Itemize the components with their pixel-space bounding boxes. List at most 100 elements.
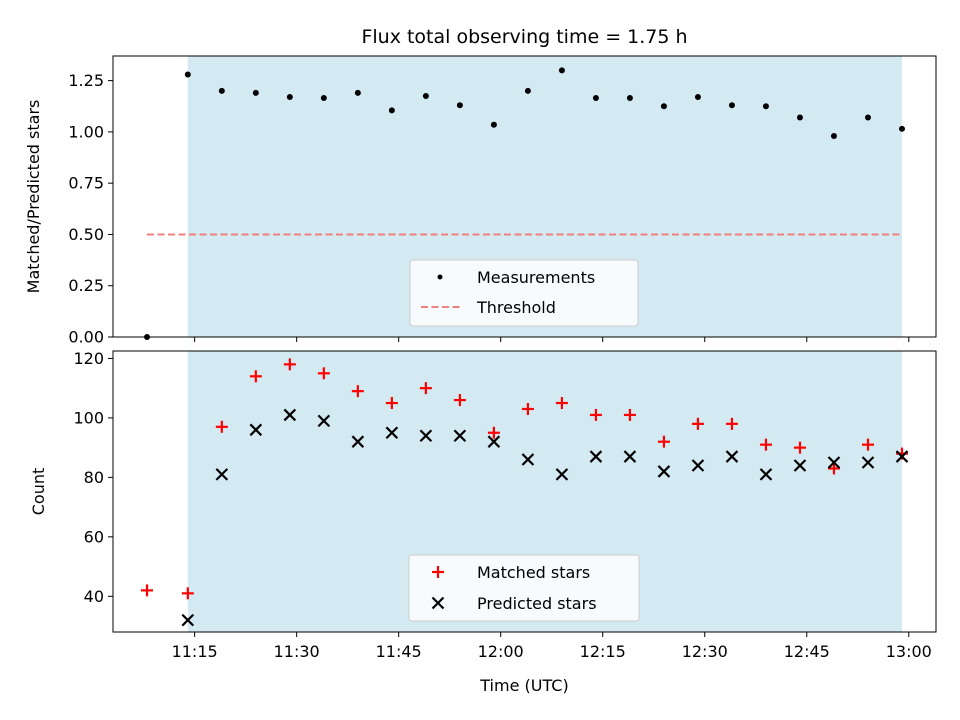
measurement-point: [388, 107, 395, 114]
matched-star-point: [725, 417, 738, 430]
legend-plus-glyph: [432, 566, 444, 578]
matched-star-point: [657, 435, 670, 448]
count-legend: Matched stars Predicted stars: [408, 554, 640, 622]
measurement-point: [490, 121, 497, 128]
predicted-star-point: [861, 456, 875, 469]
predicted-star-point: [589, 450, 603, 463]
measurement-point: [524, 87, 531, 94]
ratio-legend: Measurements Threshold: [409, 259, 639, 327]
matched-star-point: [623, 408, 636, 421]
measurement-point: [354, 89, 361, 96]
x-axis-label: Time (UTC): [479, 676, 568, 695]
x-tick-label: 11:45: [376, 642, 422, 661]
measurement-point: [218, 87, 225, 94]
ratio-legend-box: [409, 259, 639, 327]
legend-measurements-label: Measurements: [477, 268, 595, 287]
matched-star-point: [691, 417, 704, 430]
measurement-point: [286, 94, 293, 101]
matched-star-point: [759, 438, 772, 451]
x-tick-label: 12:15: [580, 642, 626, 661]
measurement-point: [456, 102, 463, 109]
predicted-star-point: [317, 414, 331, 428]
measurement-point: [728, 102, 735, 109]
x-tick-label: 13:00: [886, 642, 932, 661]
matched-star-point: [589, 408, 602, 421]
measurement-point: [898, 125, 905, 132]
measurement-point: [626, 95, 633, 102]
x-tick-label: 12:00: [478, 642, 524, 661]
measurement-point: [558, 67, 565, 74]
matched-star-point: [487, 426, 500, 439]
predicted-star-point: [351, 435, 365, 448]
matched-star-point: [249, 370, 262, 383]
measurement-point: [320, 95, 327, 102]
matched-star-point: [351, 385, 364, 398]
matched-star-point: [385, 397, 398, 410]
matched-star-point: [141, 584, 154, 597]
measurement-point: [694, 94, 701, 101]
matched-star-point: [861, 438, 874, 451]
count-y-axis-label: Count: [29, 468, 48, 516]
predicted-star-point: [827, 456, 841, 469]
measurement-point: [762, 103, 769, 110]
x-tick-label: 11:30: [274, 642, 320, 661]
matched-star-point: [555, 397, 568, 410]
predicted-star-point: [793, 459, 807, 472]
predicted-star-point: [487, 435, 501, 448]
predicted-star-point: [657, 465, 671, 478]
predicted-star-point: [555, 468, 569, 481]
x-tick-label: 12:30: [682, 642, 728, 661]
predicted-star-point: [623, 450, 637, 463]
predicted-star-point: [453, 429, 467, 443]
y-tick-label: 1.00: [68, 122, 104, 141]
measurement-point: [660, 103, 667, 110]
y-tick-label: 0.75: [68, 174, 104, 193]
count-legend-box: [408, 554, 640, 622]
predicted-star-point: [895, 450, 909, 463]
measurement-point: [252, 89, 259, 96]
matched-star-point: [283, 358, 296, 371]
legend-matched-label: Matched stars: [477, 563, 590, 582]
y-tick-label: 100: [73, 408, 104, 427]
predicted-star-point: [691, 459, 705, 472]
predicted-star-point: [249, 423, 263, 437]
matched-star-point: [181, 587, 194, 600]
predicted-star-point: [283, 408, 297, 422]
legend-predicted-marker: [431, 596, 445, 610]
matched-star-point: [215, 420, 228, 433]
measurement-point: [592, 95, 599, 102]
legend-x-glyph: [431, 596, 445, 610]
x-tick-label: 11:15: [172, 642, 218, 661]
matched-star-point: [793, 441, 806, 454]
y-tick-label: 80: [84, 468, 104, 487]
measurement-point: [184, 71, 191, 78]
y-tick-label: 0.50: [68, 225, 104, 244]
y-tick-label: 0.25: [68, 276, 104, 295]
ratio-axes-frame: [112, 55, 937, 338]
legend-matched-marker: [432, 566, 444, 578]
predicted-star-point: [419, 429, 433, 443]
matched-star-point: [521, 402, 534, 415]
predicted-star-point: [385, 426, 399, 440]
chart-title: Flux total observing time = 1.75 h: [361, 26, 687, 48]
legend-predicted-label: Predicted stars: [477, 594, 597, 613]
legend-measurements-marker: [437, 274, 443, 280]
count-panel: 40 60 80 100 120 11:15 11:30 11:45 12:00 12:15 12…: [29, 349, 937, 695]
predicted-star-point: [181, 613, 195, 627]
x-tick-label: 12:45: [784, 642, 830, 661]
matched-star-point: [419, 382, 432, 395]
measurement-point: [796, 114, 803, 121]
ratio-y-axis-label: Matched/Predicted stars: [24, 100, 43, 294]
measurement-point: [422, 92, 429, 99]
predicted-star-point: [759, 468, 773, 481]
y-tick-label: 1.25: [68, 71, 104, 90]
measurement-point: [864, 114, 871, 121]
predicted-star-point: [725, 450, 739, 463]
y-tick-label: 0.00: [68, 328, 104, 347]
matched-star-point: [827, 462, 840, 475]
legend-threshold-label: Threshold: [476, 298, 556, 317]
matched-star-point: [317, 367, 330, 380]
measurement-point: [830, 132, 837, 139]
y-tick-label: 40: [84, 587, 104, 606]
